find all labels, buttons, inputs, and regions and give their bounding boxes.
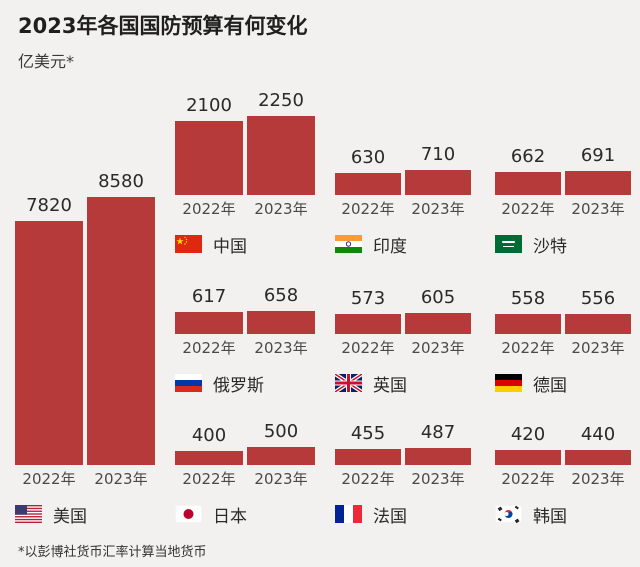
germany-value-label: 558 [510,288,546,310]
saudi-year-label: 2023年 [571,200,625,218]
uk-year-label: 2022年 [341,339,395,357]
germany-year-label: 2022年 [501,339,555,357]
china-value-label: 2100 [186,95,232,117]
korea-year-label: 2023年 [571,470,625,488]
korea-bar-2023 [565,449,631,465]
saudi-value-label: 662 [510,145,546,167]
saudi-value-label: 691 [580,144,616,166]
germany-country-label: 德国 [533,376,567,396]
uk-bar-2023 [405,312,471,334]
france-country-label: 法国 [373,507,407,527]
russia-year-label: 2023年 [254,339,308,357]
india-bar-2022 [335,172,401,195]
russia-country-label: 俄罗斯 [213,376,264,396]
footnote: *以彭博社货币汇率计算当地货币 [18,545,207,560]
france-value-label: 487 [420,421,456,443]
us-flag-icon [15,505,42,523]
us-year-label: 2023年 [94,470,148,488]
india-bar-2023 [405,170,471,195]
india-year-label: 2023年 [411,200,465,218]
korea-year-label: 2022年 [501,470,555,488]
uk-value-label: 573 [350,287,386,309]
uk-year-label: 2023年 [411,339,465,357]
germany-bar-2023 [565,314,631,334]
saudi-country-label: 沙特 [533,237,567,257]
saudi-flag-icon [495,235,522,253]
us-country-label: 美国 [53,507,87,527]
korea-flag-icon [495,505,522,523]
japan-year-label: 2022年 [182,470,236,488]
us-value-label: 8580 [98,171,144,193]
russia-year-label: 2022年 [182,339,236,357]
china-year-label: 2022年 [182,200,236,218]
saudi-year-label: 2022年 [501,200,555,218]
russia-bar-2022 [175,312,243,334]
us-bar-2023 [87,197,155,465]
india-value-label: 630 [350,146,386,168]
japan-bar-2022 [175,450,243,465]
korea-country-label: 韩国 [533,507,567,527]
china-value-label: 2250 [258,89,304,111]
japan-bar-2023 [247,447,315,465]
korea-bar-2022 [495,450,561,465]
russia-bar-2023 [247,310,315,334]
china-bar-2023 [247,115,315,195]
germany-year-label: 2023年 [571,339,625,357]
uk-country-label: 英国 [373,376,407,396]
saudi-bar-2023 [565,170,631,195]
france-year-label: 2023年 [411,470,465,488]
india-year-label: 2022年 [341,200,395,218]
france-bar-2023 [405,447,471,465]
uk-value-label: 605 [420,286,456,308]
japan-flag-icon [175,505,202,523]
china-country-label: 中国 [213,237,247,257]
india-flag-icon [335,235,362,253]
france-flag-icon [335,505,362,523]
india-country-label: 印度 [373,237,407,257]
russia-flag-icon [175,374,202,392]
germany-bar-2022 [495,314,561,334]
russia-value-label: 617 [191,286,227,308]
germany-value-label: 556 [580,288,616,310]
us-year-label: 2022年 [22,470,76,488]
china-flag-icon [175,235,202,253]
france-value-label: 455 [350,422,386,444]
uk-flag-icon [335,374,362,392]
china-bar-2022 [175,121,243,195]
japan-year-label: 2023年 [254,470,308,488]
germany-flag-icon [495,374,522,392]
unit-label: 亿美元* [18,52,75,71]
korea-value-label: 420 [510,424,546,446]
china-year-label: 2023年 [254,200,308,218]
india-value-label: 710 [420,144,456,165]
chart-title: 2023年各国国防预算有何变化 [18,14,308,38]
saudi-bar-2022 [495,171,561,195]
france-year-label: 2022年 [341,470,395,488]
korea-value-label: 440 [580,423,616,445]
japan-value-label: 500 [263,421,299,443]
france-bar-2022 [335,448,401,465]
uk-bar-2022 [335,313,401,334]
russia-value-label: 658 [263,284,299,306]
japan-value-label: 400 [191,424,227,446]
us-value-label: 7820 [26,195,72,217]
us-bar-2022 [15,221,83,465]
japan-country-label: 日本 [213,507,247,527]
